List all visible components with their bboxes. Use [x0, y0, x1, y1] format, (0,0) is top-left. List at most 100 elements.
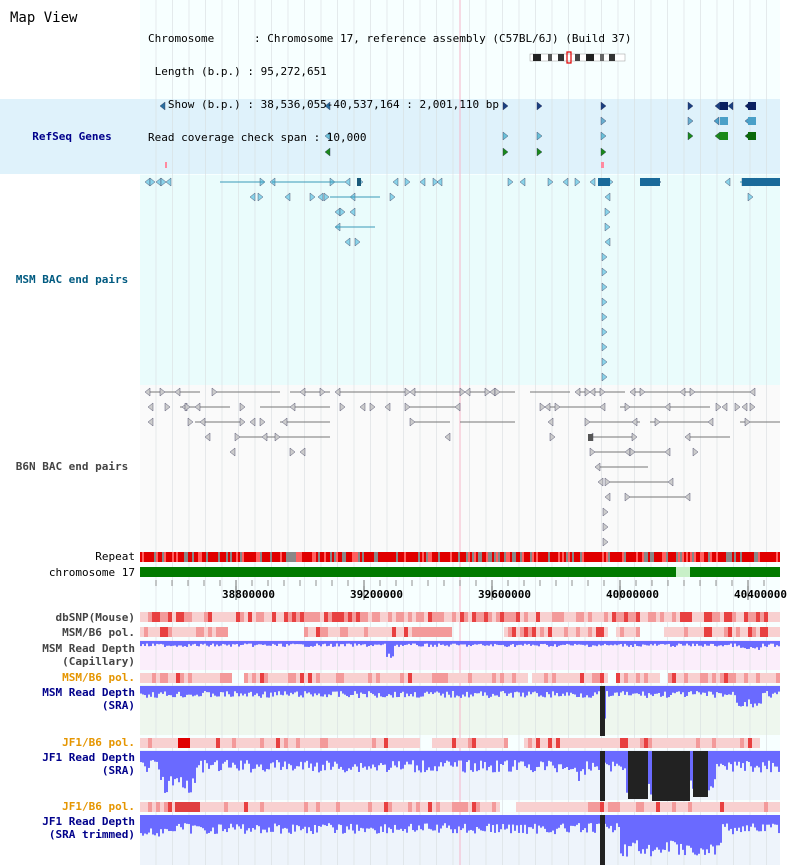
- bac-end: [147, 402, 154, 412]
- snp-cell: [736, 673, 740, 683]
- label-jf1-depth-trim[interactable]: JF1 Read Depth (SRA trimmed): [4, 815, 135, 841]
- depth-bar: [554, 815, 556, 835]
- depth-bar: [510, 641, 512, 645]
- depth-bar: [728, 686, 730, 695]
- snp-cell: [696, 738, 700, 748]
- msm-bac-track[interactable]: [144, 177, 780, 382]
- label-msm-depth-cap[interactable]: MSM Read Depth (Capillary): [4, 642, 135, 668]
- depth-bar: [164, 751, 166, 793]
- snp-cell: [192, 673, 196, 683]
- depth-bar: [182, 686, 184, 698]
- depth-bar: [464, 686, 466, 697]
- depth-bar: [608, 815, 610, 829]
- depth-bar: [210, 641, 212, 645]
- snp-cell: [460, 673, 464, 683]
- depth-bar: [478, 686, 480, 694]
- refseq-gene-track[interactable]: [159, 101, 756, 168]
- repeat-cell: [646, 552, 648, 562]
- depth-bar: [400, 751, 402, 770]
- repeat-cell: [554, 552, 556, 562]
- depth-bar: [338, 751, 340, 769]
- depth-bar: [520, 815, 522, 825]
- label-msm-bac[interactable]: MSM BAC end pairs: [15, 273, 129, 286]
- depth-bar: [750, 686, 752, 704]
- depth-bar: [760, 686, 762, 704]
- snp-cell: [304, 802, 308, 812]
- snp-cell: [260, 802, 264, 812]
- repeat-track[interactable]: [140, 552, 780, 562]
- repeat-cell: [216, 552, 218, 562]
- repeat-cell: [496, 552, 498, 562]
- depth-bar: [170, 686, 172, 696]
- depth-bar: [716, 815, 718, 846]
- chromosome-ideogram[interactable]: [529, 51, 626, 64]
- depth-bar: [436, 815, 438, 825]
- label-msm-b6-pol[interactable]: MSM/B6 pol.: [62, 626, 135, 639]
- bac-end: [334, 387, 341, 397]
- depth-bar: [204, 815, 206, 831]
- depth-bar: [466, 641, 468, 647]
- depth-bar: [506, 815, 508, 829]
- label-b6n-bac[interactable]: B6N BAC end pairs: [15, 460, 129, 473]
- b6n-bac-track[interactable]: [144, 387, 780, 547]
- snp-cell: [524, 612, 528, 622]
- bac-end: [604, 207, 611, 217]
- depth-bar: [410, 751, 412, 765]
- repeat-cell: [428, 552, 430, 562]
- depth-bar: [630, 815, 632, 847]
- depth-bar: [686, 641, 688, 644]
- snp-cell: [156, 627, 160, 637]
- snp-cell: [260, 673, 264, 683]
- repeat-cell: [336, 552, 338, 562]
- label-jf1-b6-pol-2[interactable]: JF1/B6 pol.: [62, 800, 135, 813]
- snp-cell: [256, 802, 260, 812]
- depth-bar: [246, 641, 248, 645]
- depth-tracks[interactable]: [140, 641, 780, 865]
- depth-bar: [576, 641, 578, 645]
- snp-cell: [380, 612, 384, 622]
- depth-bar: [446, 751, 448, 761]
- label-jf1-depth-sra[interactable]: JF1 Read Depth (SRA): [4, 751, 135, 777]
- repeat-cell: [334, 552, 336, 562]
- label-refseq-genes[interactable]: RefSeq Genes: [32, 130, 112, 143]
- depth-bar: [504, 641, 506, 647]
- label-jf1-b6-pol[interactable]: JF1/B6 pol.: [62, 736, 135, 749]
- snp-cell: [180, 673, 184, 683]
- depth-bar: [584, 686, 586, 698]
- depth-bar: [532, 751, 534, 773]
- depth-bar: [280, 641, 282, 644]
- depth-bar: [424, 815, 426, 824]
- depth-bar: [598, 686, 600, 692]
- bac-end: [589, 387, 596, 397]
- depth-bar: [188, 815, 190, 825]
- depth-bar: [470, 641, 472, 647]
- chromosome-bar[interactable]: [140, 567, 780, 577]
- depth-bar: [732, 686, 734, 692]
- depth-bar: [256, 751, 258, 765]
- depth-bar: [534, 641, 536, 646]
- depth-bar: [770, 815, 772, 828]
- depth-bar: [246, 751, 248, 761]
- repeat-cell: [170, 552, 172, 562]
- depth-bar: [778, 815, 780, 834]
- repeat-cell: [318, 552, 320, 562]
- depth-bar: [304, 751, 306, 763]
- label-msm-b6-pol-2[interactable]: MSM/B6 pol.: [62, 671, 135, 684]
- depth-bar: [234, 641, 236, 645]
- snp-cell: [600, 627, 604, 637]
- snp-cell: [360, 673, 364, 683]
- label-dbsnp[interactable]: dbSNP(Mouse): [55, 611, 135, 624]
- snp-cell: [224, 802, 228, 812]
- snp-cell: [536, 802, 540, 812]
- snp-tracks[interactable]: [140, 612, 780, 812]
- label-jf1-depth-sra-line1: JF1 Read Depth: [42, 751, 135, 764]
- repeat-cell: [308, 552, 310, 562]
- depth-bar: [204, 686, 206, 692]
- label-msm-depth-sra[interactable]: MSM Read Depth (SRA): [4, 686, 135, 712]
- repeat-cell: [700, 552, 702, 562]
- snp-cell: [148, 738, 152, 748]
- repeat-cell: [686, 552, 688, 562]
- depth-bar: [744, 686, 746, 703]
- depth-bar: [490, 815, 492, 833]
- bac-end: [289, 402, 296, 412]
